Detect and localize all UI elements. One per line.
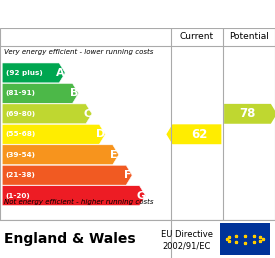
Text: (55-68): (55-68) [6, 131, 36, 137]
Text: A: A [56, 68, 65, 78]
Polygon shape [2, 104, 92, 124]
Text: England & Wales: England & Wales [4, 232, 136, 246]
Polygon shape [2, 186, 145, 206]
Text: (69-80): (69-80) [6, 111, 36, 117]
Text: 62: 62 [191, 128, 208, 141]
Text: E: E [110, 150, 118, 160]
Text: EU Directive: EU Directive [161, 230, 213, 239]
Polygon shape [166, 124, 221, 144]
Text: Current: Current [180, 33, 214, 42]
Text: (21-38): (21-38) [6, 172, 35, 178]
Polygon shape [2, 83, 79, 103]
Text: B: B [70, 88, 78, 98]
Polygon shape [2, 165, 132, 185]
Polygon shape [2, 63, 65, 83]
Text: Potential: Potential [229, 33, 269, 42]
Text: (81-91): (81-91) [6, 90, 35, 96]
Text: C: C [83, 109, 91, 119]
Polygon shape [2, 124, 105, 144]
Text: (39-54): (39-54) [6, 152, 35, 158]
Text: Very energy efficient - lower running costs: Very energy efficient - lower running co… [4, 49, 153, 55]
Text: Energy Efficiency Rating: Energy Efficiency Rating [4, 7, 187, 21]
Text: (1-20): (1-20) [6, 193, 30, 199]
Text: G: G [136, 191, 145, 201]
FancyBboxPatch shape [220, 223, 270, 255]
Text: D: D [96, 129, 105, 139]
Polygon shape [224, 104, 275, 124]
Text: (92 plus): (92 plus) [6, 70, 42, 76]
Text: 2002/91/EC: 2002/91/EC [163, 242, 211, 251]
Text: 78: 78 [239, 107, 256, 120]
Text: F: F [124, 170, 131, 180]
Text: Not energy efficient - higher running costs: Not energy efficient - higher running co… [4, 199, 153, 205]
Polygon shape [2, 145, 119, 165]
